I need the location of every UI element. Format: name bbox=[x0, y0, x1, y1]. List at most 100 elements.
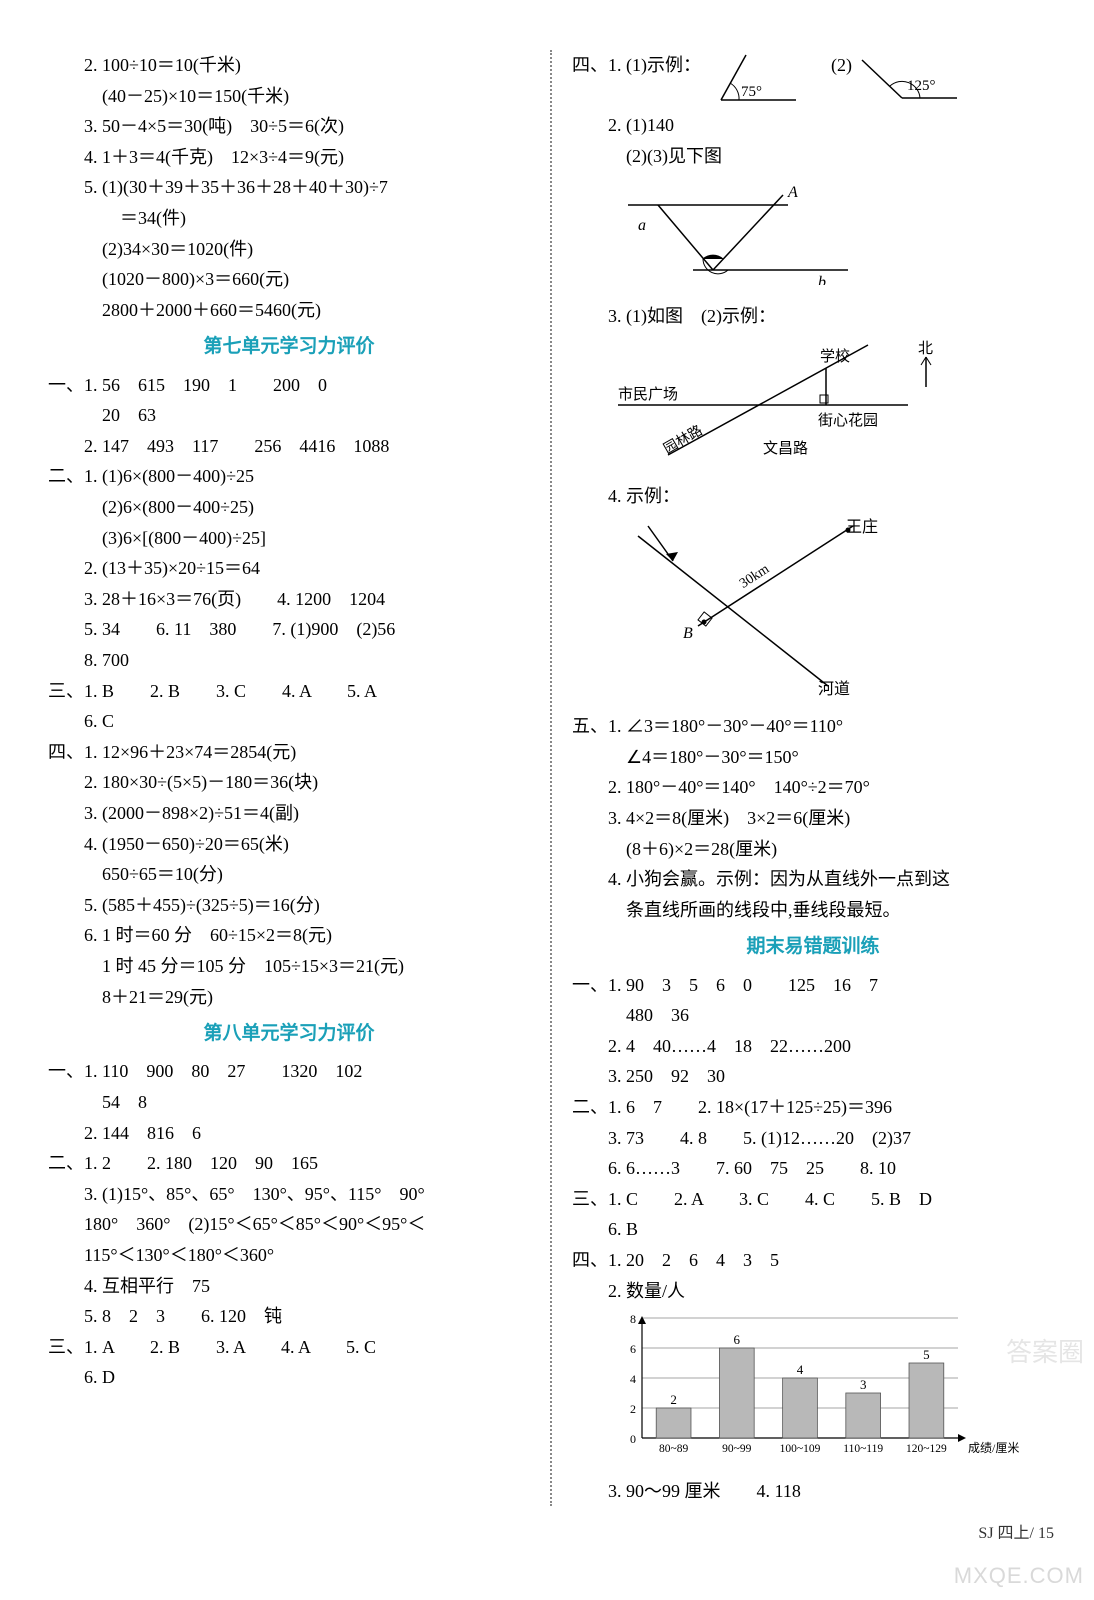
svg-text:王庄: 王庄 bbox=[846, 518, 878, 536]
text-line: 6. B bbox=[572, 1214, 1054, 1245]
svg-text:A: A bbox=[787, 184, 798, 201]
right-column: 四、1. (1)示例： 75° (2) 125° 2. (1)140 (2)(3… bbox=[554, 50, 1054, 1506]
svg-text:6: 6 bbox=[734, 1332, 741, 1347]
svg-text:园林路: 园林路 bbox=[661, 423, 705, 458]
text-line: 6. 1 时＝60 分 60÷15×2＝8(元) bbox=[48, 920, 530, 951]
text-line: 2. 180×30÷(5×5)－180＝36(块) bbox=[48, 767, 530, 798]
text-line: 一、1. 56 615 190 1 200 0 bbox=[48, 370, 530, 401]
text-line: 6. D bbox=[48, 1362, 530, 1393]
watermark-en: MXQE.COM bbox=[954, 1557, 1084, 1594]
text-line: 四、1. 20 2 6 4 3 5 bbox=[572, 1245, 1054, 1276]
text-line: 8＋21＝29(元) bbox=[48, 982, 530, 1013]
text-line: 2800＋2000＋660＝5460(元) bbox=[48, 295, 530, 326]
svg-text:110~119: 110~119 bbox=[843, 1443, 883, 1455]
text-line: ∠4＝180°－30°＝150° bbox=[572, 742, 1054, 773]
svg-text:北: 北 bbox=[918, 340, 933, 357]
watermark-cn: 答案圈 bbox=[1006, 1330, 1084, 1374]
section-title-unit8: 第八单元学习力评价 bbox=[48, 1018, 530, 1050]
angle-75-diagram: 75° bbox=[701, 50, 801, 110]
svg-text:河道: 河道 bbox=[818, 680, 850, 696]
text-line: (2)34×30＝1020(件) bbox=[48, 234, 530, 265]
text-line: 条直线所画的线段中,垂线段最短。 bbox=[572, 895, 1054, 926]
text-line: 2. 144 816 6 bbox=[48, 1118, 530, 1149]
svg-text:市民广场: 市民广场 bbox=[618, 386, 678, 403]
text-line: 4. 互相平行 75 bbox=[48, 1271, 530, 1302]
svg-text:6: 6 bbox=[630, 1342, 636, 1356]
svg-text:80~89: 80~89 bbox=[659, 1443, 688, 1455]
text-line: 四、1. (1)示例： bbox=[572, 50, 701, 81]
text-line: 4. (1950－650)÷20＝65(米) bbox=[48, 829, 530, 860]
text-line: (8＋6)×2＝28(厘米) bbox=[572, 834, 1054, 865]
text-line: 5. 34 6. 11 380 7. (1)900 (2)56 bbox=[48, 614, 530, 645]
svg-text:0: 0 bbox=[630, 1432, 636, 1446]
text-line: 480 36 bbox=[572, 1000, 1054, 1031]
text-line: 5. (1)(30＋39＋35＋36＋28＋40＋30)÷7 bbox=[48, 172, 530, 203]
text-line: 一、1. 110 900 80 27 1320 102 bbox=[48, 1056, 530, 1087]
column-divider bbox=[550, 50, 552, 1506]
text-line: (1020－800)×3＝660(元) bbox=[48, 264, 530, 295]
text-line: 4. 小狗会赢。示例：因为从直线外一点到这 bbox=[572, 864, 1054, 895]
text-line: 5. (585＋455)÷(325÷5)＝16(分) bbox=[48, 890, 530, 921]
text-line: 3. 4×2＝8(厘米) 3×2＝6(厘米) bbox=[572, 803, 1054, 834]
angle-125-diagram: 125° bbox=[852, 50, 962, 110]
svg-text:a: a bbox=[638, 217, 646, 234]
text-line: 三、1. C 2. A 3. C 4. C 5. B D bbox=[572, 1184, 1054, 1215]
text-line: 3. 50－4×5＝30(吨) 30÷5＝6(次) bbox=[48, 111, 530, 142]
text-line: 8. 700 bbox=[48, 645, 530, 676]
text-line: (40－25)×10＝150(千米) bbox=[48, 81, 530, 112]
text-line: 3. (1)如图 (2)示例： bbox=[572, 301, 1054, 332]
text-line: 3. 73 4. 8 5. (1)12……20 (2)37 bbox=[572, 1123, 1054, 1154]
text-line: 2. (13＋35)×20÷15＝64 bbox=[48, 553, 530, 584]
text-line: ＝34(件) bbox=[48, 203, 530, 234]
svg-text:100~109: 100~109 bbox=[780, 1443, 821, 1455]
svg-text:b: b bbox=[818, 274, 826, 285]
text-line: 四、1. 12×96＋23×74＝2854(元) bbox=[48, 737, 530, 768]
bar-chart: 02468280~89690~994100~1093110~1195120~12… bbox=[608, 1310, 1054, 1470]
text-line: 6. 6……3 7. 60 75 25 8. 10 bbox=[572, 1153, 1054, 1184]
text-line: 54 8 bbox=[48, 1087, 530, 1118]
svg-text:3: 3 bbox=[860, 1377, 867, 1392]
text-line: 三、1. B 2. B 3. C 4. A 5. A bbox=[48, 676, 530, 707]
svg-text:文昌路: 文昌路 bbox=[763, 440, 808, 457]
text-line: 二、1. (1)6×(800－400)÷25 bbox=[48, 461, 530, 492]
text-line: 2. 100÷10＝10(千米) bbox=[48, 50, 530, 81]
text-line: 2. 4 40……4 18 22……200 bbox=[572, 1031, 1054, 1062]
diagram-3-map: 北 学校 市民广场 街心花园 园林路 文昌路 bbox=[608, 335, 1054, 475]
text-line: 20 63 bbox=[48, 400, 530, 431]
svg-text:2: 2 bbox=[670, 1392, 677, 1407]
svg-text:成绩/厘米: 成绩/厘米 bbox=[968, 1441, 1019, 1455]
section-title-unit7: 第七单元学习力评价 bbox=[48, 331, 530, 363]
text-line: 180° 360° (2)15°＜65°＜85°＜90°＜95°＜ bbox=[48, 1209, 530, 1240]
text-line: 1 时 45 分＝105 分 105÷15×3＝21(元) bbox=[48, 951, 530, 982]
text-line: 3. (1)15°、85°、65° 130°、95°、115° 90° bbox=[48, 1179, 530, 1210]
svg-text:125°: 125° bbox=[907, 78, 936, 94]
text-line: (2) bbox=[801, 50, 852, 81]
text-line: 2. 180°－40°＝140° 140°÷2＝70° bbox=[572, 772, 1054, 803]
text-line: 二、1. 6 7 2. 18×(17＋125÷25)＝396 bbox=[572, 1092, 1054, 1123]
text-line: 三、1. A 2. B 3. A 4. A 5. C bbox=[48, 1332, 530, 1363]
section-title-qm: 期末易错题训练 bbox=[572, 931, 1054, 963]
text-line: 二、1. 2 2. 180 120 90 165 bbox=[48, 1148, 530, 1179]
text-line: 3. 90～99 厘米 4. 118 bbox=[572, 1476, 1054, 1507]
text-line: 2. 数量/人 bbox=[572, 1276, 1054, 1307]
text-line: 5. 8 2 3 6. 120 钝 bbox=[48, 1301, 530, 1332]
svg-text:75°: 75° bbox=[741, 84, 762, 100]
text-line: 4. 1＋3＝4(千克) 12×3÷4＝9(元) bbox=[48, 142, 530, 173]
svg-text:4: 4 bbox=[630, 1372, 636, 1386]
text-line: (3)6×[(800－400)÷25] bbox=[48, 523, 530, 554]
svg-text:90~99: 90~99 bbox=[722, 1443, 751, 1455]
text-line: 一、1. 90 3 5 6 0 125 16 7 bbox=[572, 970, 1054, 1001]
text-line: (2)(3)见下图 bbox=[572, 141, 1054, 172]
svg-text:2: 2 bbox=[630, 1402, 636, 1416]
text-line: 3. (2000－898×2)÷51＝4(副) bbox=[48, 798, 530, 829]
text-line: (2)6×(800－400÷25) bbox=[48, 492, 530, 523]
text-line: 3. 28＋16×3＝76(页) 4. 1200 1204 bbox=[48, 584, 530, 615]
text-line: 115°＜130°＜180°＜360° bbox=[48, 1240, 530, 1271]
svg-text:4: 4 bbox=[797, 1362, 804, 1377]
text-line: 2. 147 493 117 256 4416 1088 bbox=[48, 431, 530, 462]
diagram-2: A a b bbox=[608, 175, 1054, 295]
text-line: 6. C bbox=[48, 706, 530, 737]
left-column: 2. 100÷10＝10(千米) (40－25)×10＝150(千米) 3. 5… bbox=[48, 50, 548, 1506]
svg-text:120~129: 120~129 bbox=[906, 1443, 947, 1455]
page-footer: SJ 四上/ 15 bbox=[48, 1520, 1054, 1547]
